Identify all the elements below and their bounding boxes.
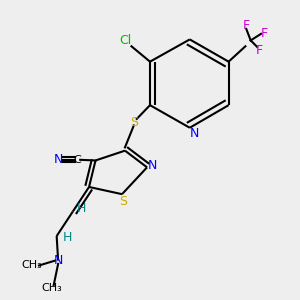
Text: C: C	[74, 155, 81, 165]
Text: CH₃: CH₃	[21, 260, 42, 271]
Text: N: N	[53, 153, 63, 166]
Text: F: F	[260, 27, 268, 40]
Text: N: N	[53, 254, 63, 267]
Text: H: H	[62, 231, 72, 244]
Text: N: N	[148, 159, 157, 172]
Text: N: N	[190, 127, 199, 140]
Text: H: H	[77, 202, 86, 215]
Text: CH₃: CH₃	[42, 284, 63, 293]
Text: Cl: Cl	[119, 34, 131, 47]
Text: F: F	[256, 44, 263, 57]
Text: S: S	[130, 116, 138, 129]
Text: F: F	[243, 19, 250, 32]
Text: S: S	[119, 195, 128, 208]
